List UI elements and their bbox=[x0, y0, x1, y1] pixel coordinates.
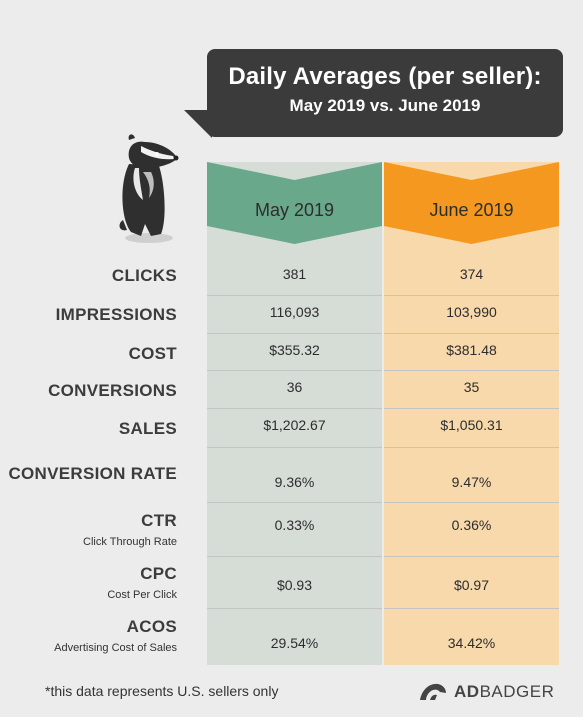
chevron-banner-may bbox=[207, 162, 382, 244]
cell-may-sales: $1,202.67 bbox=[263, 417, 326, 433]
cell-june-ctr: 0.36% bbox=[451, 517, 492, 533]
cell-may-conversion-rate: 9.36% bbox=[274, 474, 315, 490]
row-label-conversions: CONVERSIONS bbox=[48, 381, 177, 400]
row-label-acos: ACOS Advertising Cost of Sales bbox=[54, 617, 177, 654]
row-sublabel-ctr: Click Through Rate bbox=[83, 536, 177, 548]
divider bbox=[384, 556, 559, 557]
divider bbox=[384, 447, 559, 448]
cell-june-impressions: 103,990 bbox=[446, 304, 497, 320]
title-bubble: Daily Averages (per seller): May 2019 vs… bbox=[207, 49, 563, 137]
cell-may-cost: $355.32 bbox=[269, 342, 320, 358]
divider bbox=[207, 333, 382, 334]
footnote: *this data represents U.S. sellers only bbox=[45, 683, 279, 699]
badger-mascot-icon bbox=[119, 134, 179, 243]
column-header-may: May 2019 bbox=[207, 162, 382, 244]
cell-may-cpc: $0.93 bbox=[276, 577, 313, 593]
cell-june-acos: 34.42% bbox=[447, 635, 496, 651]
column-may: May 2019 bbox=[207, 162, 382, 665]
cell-june-cpc: $0.97 bbox=[453, 577, 490, 593]
cell-may-ctr: 0.33% bbox=[274, 517, 315, 533]
title-line1: Daily Averages (per seller): bbox=[228, 63, 542, 90]
cell-may-acos: 29.54% bbox=[270, 635, 319, 651]
column-header-june: June 2019 bbox=[384, 162, 559, 244]
row-label-sales: SALES bbox=[118, 419, 177, 438]
divider bbox=[207, 556, 382, 557]
title-line2: May 2019 vs. June 2019 bbox=[289, 96, 481, 115]
row-sublabel-acos: Advertising Cost of Sales bbox=[54, 642, 177, 654]
cell-june-sales: $1,050.31 bbox=[440, 417, 503, 433]
cell-may-impressions: 116,093 bbox=[269, 304, 320, 320]
cell-may-clicks: 381 bbox=[282, 266, 307, 282]
row-label-impressions: IMPRESSIONS bbox=[55, 305, 177, 324]
divider bbox=[207, 370, 382, 371]
row-label-cpc: CPC Cost Per Click bbox=[107, 564, 177, 601]
row-label-clicks: CLICKS bbox=[111, 266, 177, 285]
divider bbox=[207, 295, 382, 296]
divider bbox=[384, 295, 559, 296]
divider bbox=[384, 608, 559, 609]
logo-text-ad: AD bbox=[454, 682, 480, 701]
chevron-banner-june bbox=[384, 162, 559, 244]
badger-logo-icon bbox=[420, 683, 446, 700]
row-sublabel-cpc: Cost Per Click bbox=[107, 589, 177, 601]
cell-june-conversion-rate: 9.47% bbox=[451, 474, 492, 490]
divider bbox=[207, 608, 382, 609]
adbadger-logo: ADBADGER bbox=[418, 679, 554, 705]
divider bbox=[384, 408, 559, 409]
divider bbox=[384, 370, 559, 371]
cell-may-conversions: 36 bbox=[286, 379, 303, 395]
cell-june-clicks: 374 bbox=[459, 266, 484, 282]
row-label-ctr: CTR Click Through Rate bbox=[83, 511, 177, 548]
logo-text-badger: BADGER bbox=[479, 682, 555, 701]
cell-june-cost: $381.48 bbox=[446, 342, 497, 358]
row-label-conversion-rate: CONVERSION RATE bbox=[8, 464, 177, 483]
cell-june-conversions: 35 bbox=[463, 379, 480, 395]
divider bbox=[207, 502, 382, 503]
divider bbox=[207, 408, 382, 409]
divider bbox=[384, 333, 559, 334]
column-label-june: June 2019 bbox=[429, 200, 514, 220]
column-june: June 2019 bbox=[384, 162, 559, 665]
divider bbox=[384, 502, 559, 503]
row-label-cost: COST bbox=[128, 344, 177, 363]
column-label-may: May 2019 bbox=[254, 200, 335, 220]
divider bbox=[207, 447, 382, 448]
